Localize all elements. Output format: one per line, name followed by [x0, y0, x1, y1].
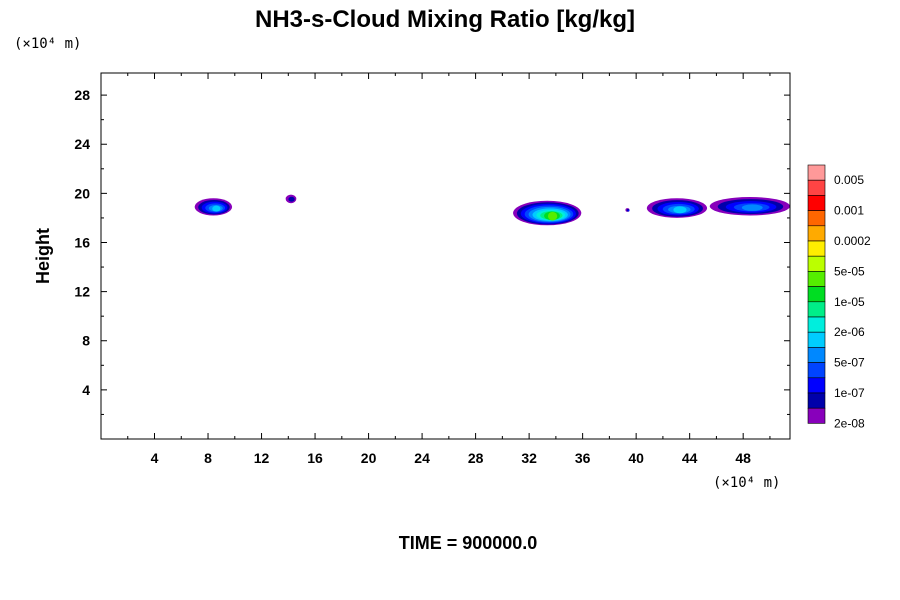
- cloud-region: [285, 194, 297, 204]
- y-tick-label: 16: [74, 234, 90, 250]
- plot-frame: [100, 72, 791, 440]
- colorbar-label: 2e-06: [834, 325, 865, 339]
- colorbar-swatch: [807, 316, 826, 333]
- x-tick-label: 28: [468, 450, 484, 466]
- cloud-contour-band: [627, 209, 630, 212]
- colorbar-label: 0.0002: [834, 234, 871, 248]
- x-tick-label: 8: [204, 450, 212, 466]
- y-axis-unit: (×10⁴ m): [14, 36, 81, 52]
- colorbar-swatch: [807, 240, 826, 257]
- y-tick-label: 12: [74, 284, 90, 300]
- x-tick-label: 16: [307, 450, 323, 466]
- cloud-region: [709, 197, 790, 216]
- x-tick-label: 40: [628, 450, 644, 466]
- x-tick-label: 20: [361, 450, 377, 466]
- y-axis-label: Height: [33, 228, 53, 284]
- colorbar-labels: 0.005 0.001 0.0002 5e-05 1e-05 2e-06 5e-07 1e-0…: [834, 173, 871, 430]
- x-tick-label: 32: [521, 450, 537, 466]
- colorbar-swatch: [807, 225, 826, 242]
- x-axis-unit: (×10⁴ m): [713, 475, 780, 491]
- colorbar-label: 1e-07: [834, 386, 865, 400]
- y-tick-label: 24: [74, 136, 90, 152]
- colorbar-swatch: [807, 255, 826, 272]
- colorbar-label: 0.005: [834, 173, 864, 187]
- x-tick-label: 12: [254, 450, 270, 466]
- cloud-contour-band: [741, 204, 763, 211]
- cloud-contour-band: [547, 211, 558, 221]
- cloud-regions: [194, 194, 790, 226]
- colorbar-label: 5e-05: [834, 264, 865, 278]
- colorbar-swatch: [807, 301, 826, 318]
- colorbar-swatch: [807, 271, 826, 287]
- colorbar-swatch: [807, 392, 826, 409]
- cloud-contour-band: [212, 205, 221, 212]
- colorbar-label: 2e-08: [834, 416, 865, 430]
- x-tick-label: 24: [414, 450, 430, 466]
- y-tick-label: 8: [82, 333, 90, 349]
- y-tick-label: 4: [82, 382, 90, 398]
- x-tick-label: 36: [575, 450, 591, 466]
- y-tick-label: 20: [74, 185, 90, 201]
- colorbar-swatch: [807, 164, 826, 181]
- colorbar-swatch: [807, 407, 826, 424]
- cloud-region: [513, 200, 582, 226]
- colorbar-swatch: [807, 377, 826, 394]
- cloud-contour-band: [673, 206, 687, 214]
- x-tick-label: 44: [682, 450, 698, 466]
- cloud-region: [646, 198, 708, 218]
- colorbar-swatch: [807, 362, 826, 379]
- colorbar-swatch: [807, 210, 826, 227]
- colorbar-label: 5e-07: [834, 356, 865, 370]
- colorbar-swatch: [807, 179, 826, 196]
- colorbar-swatch: [807, 195, 826, 211]
- colorbar-label: 0.001: [834, 204, 864, 218]
- colorbar: [807, 164, 826, 424]
- cloud-region: [625, 208, 630, 212]
- y-tick-label: 28: [74, 87, 90, 103]
- colorbar-swatch: [807, 347, 826, 363]
- colorbar-swatch: [807, 286, 826, 303]
- colorbar-swatch: [807, 331, 826, 348]
- x-tick-label: 48: [735, 450, 751, 466]
- cloud-contour-band: [288, 196, 295, 202]
- cloud-region: [194, 198, 233, 216]
- x-tick-label: 4: [151, 450, 159, 466]
- colorbar-label: 1e-05: [834, 295, 865, 309]
- time-label: TIME = 900000.0: [399, 533, 538, 553]
- chart-title: NH3-s-Cloud Mixing Ratio [kg/kg]: [255, 6, 635, 33]
